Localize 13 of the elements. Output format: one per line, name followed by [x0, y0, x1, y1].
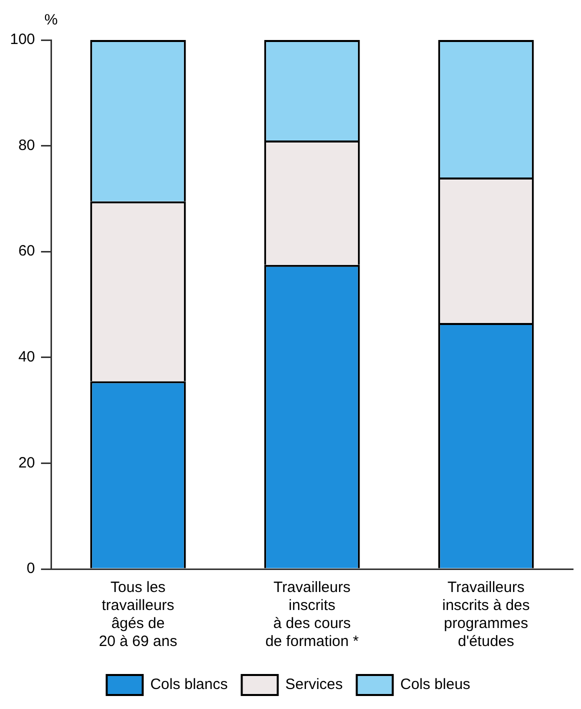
legend-label: Services: [285, 676, 343, 694]
y-tick-label: 20: [18, 454, 36, 472]
y-tick-label: 100: [10, 31, 36, 48]
y-tick-label: 0: [26, 560, 36, 578]
y-tick-label: 40: [18, 348, 36, 366]
x-tick-label: Tous les travailleurs âgés de 20 à 69 ans: [98, 579, 178, 650]
legend-label: Cols blancs: [150, 676, 228, 694]
y-axis-title: %: [44, 12, 58, 29]
x-tick-label: Travailleurs inscrits à des cours de formation *: [265, 579, 359, 650]
y-tick-label: 60: [18, 242, 36, 260]
x-tick-label: Travailleurs inscrits à des programmes d'études: [442, 579, 530, 650]
y-tick-label: 80: [18, 136, 36, 154]
legend-label: Cols bleus: [400, 676, 470, 694]
